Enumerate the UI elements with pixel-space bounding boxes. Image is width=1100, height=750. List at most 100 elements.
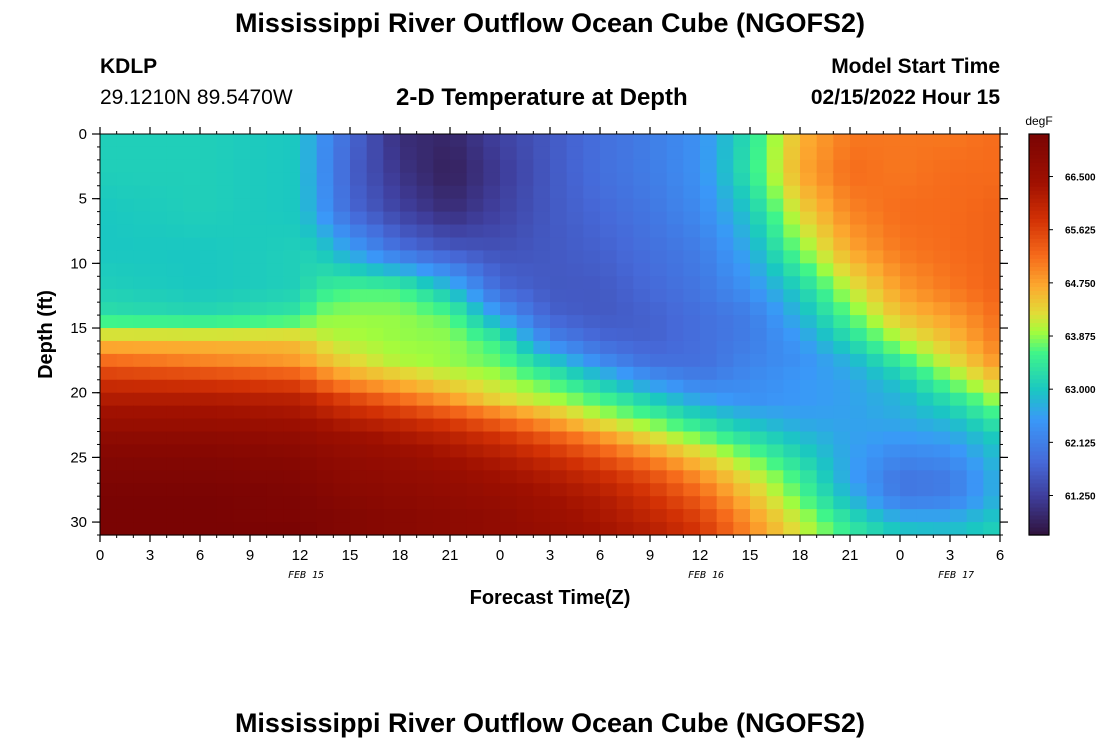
heatmap-cell <box>266 159 284 174</box>
heatmap-cell <box>833 263 851 277</box>
heatmap-cell <box>283 250 301 264</box>
heatmap-cell <box>116 431 134 446</box>
heatmap-cell <box>333 379 351 394</box>
heatmap-cell <box>100 211 118 226</box>
heatmap-cell <box>116 340 134 355</box>
heatmap-cell <box>550 198 568 213</box>
heatmap-cell <box>550 328 568 342</box>
heatmap-cell <box>116 289 134 303</box>
date-label: FEB 17 <box>938 570 974 581</box>
heatmap-cell <box>816 289 834 303</box>
heatmap-cell <box>800 509 818 523</box>
heatmap-cell <box>283 289 301 303</box>
heatmap-cell <box>200 198 218 213</box>
heatmap-cell <box>783 353 801 368</box>
heatmap-cell <box>883 431 901 446</box>
heatmap-cell <box>100 457 118 471</box>
heatmap-cell <box>383 444 401 458</box>
heatmap-cell <box>966 470 984 484</box>
heatmap-cell <box>333 509 351 523</box>
heatmap-cell <box>450 172 468 187</box>
heatmap-cell <box>800 211 818 226</box>
heatmap-cell <box>850 134 868 148</box>
heatmap-cell <box>733 457 751 471</box>
heatmap-cell <box>233 250 251 264</box>
heatmap-cell <box>783 211 801 226</box>
heatmap-cell <box>566 366 584 381</box>
heatmap-cell <box>583 392 601 407</box>
heatmap-cell <box>666 134 684 148</box>
heatmap-cell <box>483 418 501 433</box>
heatmap-cell <box>516 302 534 316</box>
colorbar-segment <box>1029 142 1049 147</box>
heatmap-cell <box>183 172 201 187</box>
heatmap-cell <box>566 250 584 264</box>
heatmap-cell <box>533 379 551 394</box>
heatmap-cell <box>233 276 251 290</box>
heatmap-cell <box>866 250 884 264</box>
heatmap-cell <box>716 366 734 381</box>
heatmap-cell <box>983 198 1001 213</box>
heatmap-cell <box>900 302 918 316</box>
heatmap-cell <box>766 392 784 407</box>
heatmap-cell <box>683 405 701 420</box>
heatmap-cell <box>816 250 834 264</box>
heatmap-cell <box>116 146 134 161</box>
heatmap-cell <box>883 224 901 239</box>
heatmap-cell <box>400 289 418 303</box>
heatmap-cell <box>133 211 151 226</box>
heatmap-cell <box>666 379 684 394</box>
heatmap-cell <box>750 353 768 368</box>
heatmap-cell <box>466 522 484 536</box>
heatmap-cell <box>516 263 534 277</box>
heatmap-cell <box>166 198 184 213</box>
heatmap-cell <box>550 392 568 407</box>
colorbar-segment <box>1029 294 1049 300</box>
heatmap-cell <box>533 237 551 252</box>
heatmap-cell <box>433 211 451 226</box>
heatmap-cell <box>766 263 784 277</box>
heatmap-cell <box>450 379 468 394</box>
heatmap-cell <box>116 172 134 187</box>
heatmap-cell <box>683 250 701 264</box>
heatmap-cell <box>833 353 851 368</box>
heatmap-cell <box>650 392 668 407</box>
heatmap-cell <box>283 263 301 277</box>
heatmap-cell <box>966 250 984 264</box>
heatmap-cell <box>433 276 451 290</box>
heatmap-cell <box>733 405 751 420</box>
heatmap-cell <box>483 237 501 252</box>
heatmap-cell <box>466 134 484 148</box>
heatmap-cell <box>800 276 818 290</box>
heatmap-cell <box>750 444 768 458</box>
heatmap-cell <box>133 366 151 381</box>
heatmap-cell <box>916 457 934 471</box>
heatmap-cell <box>983 522 1001 536</box>
heatmap-cell <box>700 379 718 394</box>
heatmap-cell <box>816 315 834 329</box>
colorbar-tick-label: 61.250 <box>1065 492 1096 503</box>
colorbar-segment <box>1029 442 1049 448</box>
heatmap-cell <box>766 457 784 471</box>
heatmap-cell <box>183 211 201 226</box>
heatmap-cell <box>883 172 901 187</box>
heatmap-cell <box>700 470 718 484</box>
heatmap-cell <box>316 198 334 213</box>
heatmap-cell <box>183 250 201 264</box>
heatmap-cell <box>400 146 418 161</box>
heatmap-cell <box>433 198 451 213</box>
heatmap-cell <box>833 470 851 484</box>
colorbar-segment <box>1029 218 1049 223</box>
heatmap-cell <box>900 146 918 161</box>
heatmap-cell <box>466 457 484 471</box>
heatmap-cell <box>416 457 434 471</box>
heatmap-cell <box>383 340 401 355</box>
heatmap-cell <box>250 302 268 316</box>
heatmap-cell <box>666 289 684 303</box>
heatmap-cell <box>183 328 201 342</box>
heatmap-cell <box>366 263 384 277</box>
heatmap-cell <box>866 185 884 200</box>
heatmap-cell <box>383 276 401 290</box>
heatmap-cell <box>966 237 984 252</box>
heatmap-cell <box>133 509 151 523</box>
